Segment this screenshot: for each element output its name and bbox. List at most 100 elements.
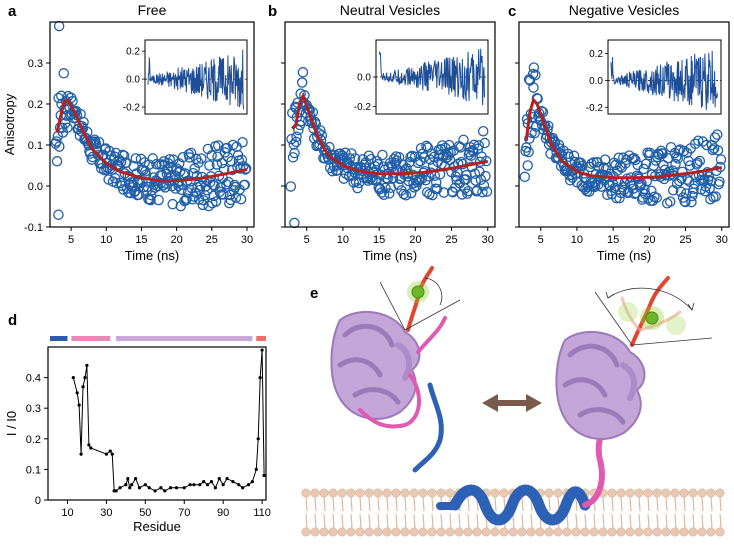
data-point bbox=[127, 179, 139, 191]
data-point bbox=[678, 145, 690, 157]
y-tick-label: 0.2 bbox=[26, 434, 41, 446]
data-point bbox=[697, 136, 709, 147]
inset-y-tick-label: 0.0 bbox=[589, 76, 603, 87]
data-point bbox=[133, 189, 145, 201]
panel-letter-c: c bbox=[508, 3, 516, 20]
residual-inset: -0.2 0.0 0.2 bbox=[123, 39, 248, 115]
data-point bbox=[372, 158, 384, 170]
data-point bbox=[179, 168, 191, 179]
data-point bbox=[528, 62, 540, 73]
data-point bbox=[409, 182, 420, 193]
y-axis-label: I / I0 bbox=[4, 411, 19, 436]
data-point bbox=[639, 183, 650, 195]
data-point bbox=[256, 437, 260, 441]
y-tick-label: 0.2 bbox=[28, 99, 43, 111]
data-point bbox=[714, 176, 725, 187]
data-point bbox=[231, 480, 235, 484]
data-point bbox=[143, 159, 155, 170]
data-point bbox=[81, 385, 85, 389]
data-point bbox=[596, 181, 607, 192]
data-point bbox=[196, 153, 207, 164]
x-tick-label: 5 bbox=[68, 234, 74, 246]
x-tick-label: 10 bbox=[100, 234, 112, 246]
data-point bbox=[481, 186, 493, 197]
data-point bbox=[85, 363, 89, 367]
data-point bbox=[694, 155, 706, 167]
data-point bbox=[638, 163, 649, 175]
x-tick-label: 5 bbox=[304, 234, 310, 246]
x-tick-label: 5 bbox=[538, 234, 544, 246]
plot-frame bbox=[284, 21, 496, 228]
data-point bbox=[523, 74, 535, 85]
panel-letter-b: b bbox=[268, 3, 277, 20]
data-point bbox=[471, 185, 483, 196]
data-point bbox=[223, 176, 234, 188]
data-point bbox=[480, 170, 491, 182]
data-point bbox=[610, 159, 621, 171]
data-point bbox=[384, 188, 395, 199]
data-point bbox=[461, 169, 472, 181]
data-point bbox=[143, 483, 147, 487]
x-tick-label: 15 bbox=[607, 234, 619, 246]
residual-line bbox=[378, 48, 485, 106]
data-point bbox=[115, 156, 127, 168]
plot-frame bbox=[47, 346, 267, 501]
data-point bbox=[53, 92, 64, 104]
data-point bbox=[675, 186, 687, 197]
membrane-helix bbox=[449, 484, 591, 526]
data-point bbox=[674, 175, 685, 187]
data-point bbox=[360, 157, 372, 168]
data-point bbox=[614, 192, 625, 204]
y-axis-label: Anisotropy bbox=[2, 93, 17, 155]
data-point bbox=[114, 489, 118, 493]
scatter-points bbox=[519, 62, 727, 209]
data-point bbox=[237, 137, 248, 148]
data-point bbox=[293, 124, 304, 136]
data-point bbox=[99, 144, 111, 155]
data-point bbox=[188, 483, 192, 487]
domain-segment bbox=[116, 336, 253, 341]
data-point bbox=[226, 164, 238, 176]
inset-y-tick-label: -0.2 bbox=[123, 103, 141, 114]
data-point bbox=[182, 486, 186, 490]
panel-letter-a: a bbox=[8, 3, 17, 20]
data-point bbox=[184, 152, 195, 163]
data-point bbox=[692, 157, 703, 169]
y-tick-label: 0.1 bbox=[28, 140, 43, 152]
data-point bbox=[215, 182, 226, 193]
data-point bbox=[130, 153, 142, 164]
data-point bbox=[471, 186, 482, 197]
data-point bbox=[260, 348, 264, 352]
domain-segment bbox=[49, 336, 68, 341]
data-point bbox=[185, 147, 197, 159]
data-point bbox=[77, 403, 81, 407]
data-point bbox=[250, 480, 254, 484]
data-point bbox=[90, 138, 102, 150]
data-point bbox=[54, 141, 65, 152]
inset-y-tick-label: 0.2 bbox=[589, 49, 603, 60]
data-point bbox=[236, 154, 248, 165]
data-point bbox=[646, 185, 657, 197]
data-point bbox=[563, 151, 574, 162]
data-point bbox=[377, 149, 388, 161]
data-point bbox=[662, 152, 674, 164]
data-point bbox=[393, 179, 404, 190]
domain-segment bbox=[71, 336, 111, 341]
data-point bbox=[206, 483, 210, 487]
x-axis-label: Residue bbox=[133, 519, 181, 534]
data-point bbox=[522, 160, 533, 171]
data-point bbox=[211, 159, 223, 170]
x-axis-label: Time (ns) bbox=[597, 248, 651, 263]
data-point bbox=[710, 191, 721, 202]
data-point bbox=[235, 193, 247, 205]
data-point bbox=[168, 154, 179, 165]
data-point bbox=[523, 146, 534, 158]
data-point bbox=[169, 486, 173, 490]
data-point bbox=[529, 127, 540, 139]
protein-free-state bbox=[330, 266, 461, 473]
data-point bbox=[218, 189, 229, 200]
equilibrium-arrow bbox=[482, 394, 542, 412]
x-tick-label: 20 bbox=[643, 234, 655, 246]
data-point bbox=[689, 178, 700, 189]
data-point bbox=[648, 160, 659, 171]
